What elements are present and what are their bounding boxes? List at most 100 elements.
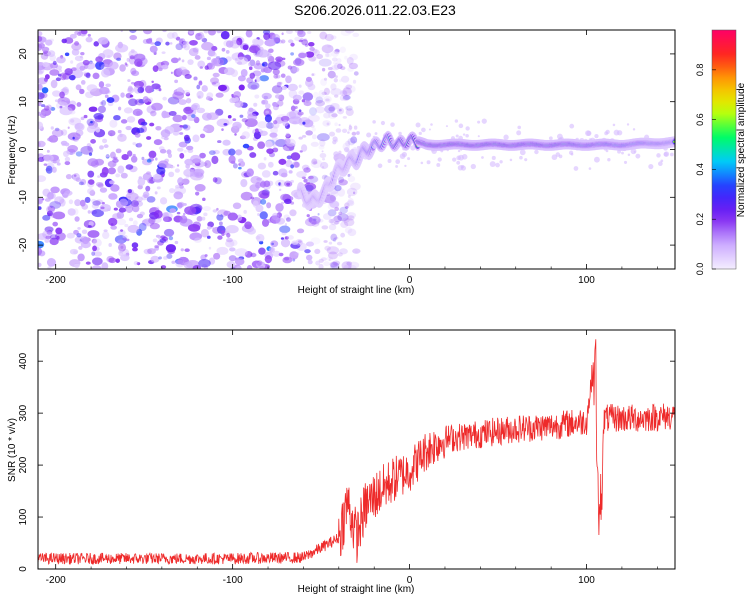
spectrogram-noise-cell <box>352 248 361 254</box>
snr-y-tick-label: 300 <box>18 404 29 421</box>
spectrogram-noise-cell <box>107 160 117 168</box>
spectrogram-noise-cell <box>298 84 302 88</box>
spectrogram-noise-cell <box>47 191 54 200</box>
spectrogram-noise-cell <box>240 178 248 188</box>
spectrogram-noise-cell <box>305 51 315 58</box>
spectrogram-noise-cell <box>312 73 316 77</box>
spectrogram-noise-cell <box>328 251 339 260</box>
spectrogram-noise-cell <box>225 50 230 54</box>
colorbar: 0.0 0.2 0.4 0.6 0.8 Normalized spectral ampl… <box>695 29 747 275</box>
spectrogram-noise-cell <box>147 248 156 255</box>
spectrogram-noise-cell <box>86 125 97 133</box>
spectrogram-noise-cell <box>83 71 87 75</box>
spectrogram-noise-cell <box>337 252 343 257</box>
spectrogram-noise-cell <box>344 226 353 234</box>
spectrogram-noise-cell <box>86 143 92 148</box>
spectrogram-noise-cell <box>404 164 407 168</box>
spectrogram-noise-cell <box>316 222 320 225</box>
spectrogram-noise-cell <box>79 55 83 59</box>
spectrogram-noise-cell <box>290 164 294 169</box>
spectrogram-noise-cell <box>329 200 340 208</box>
spectrogram-noise-cell <box>458 154 464 161</box>
spectrogram-noise-cell <box>269 215 281 224</box>
snr-x-ticks: -200 -100 0 100 <box>46 330 658 586</box>
spectrogram-noise-cell <box>95 199 104 205</box>
spectrogram-noise-cell <box>85 36 93 43</box>
spectrogram-noise-cell <box>188 47 199 57</box>
spectrogram-noise-cell <box>524 158 528 162</box>
spectrogram-noise-cell <box>604 131 609 136</box>
spectrogram-noise-cell <box>61 38 67 44</box>
spectrogram-noise-cell <box>338 179 348 186</box>
spectrogram-noise-cell <box>93 41 100 47</box>
spectrogram-noise-cell <box>551 154 558 161</box>
spectrogram-noise-cell <box>221 230 226 234</box>
spectrogram-noise-cell <box>99 101 104 105</box>
spectrogram-noise-cell <box>56 235 60 240</box>
spectrogram-noise-cell <box>428 128 431 131</box>
spectrogram-noise-cell <box>183 212 186 216</box>
spectrogram-noise-cell <box>249 72 256 79</box>
spectrogram-noise-cell <box>136 127 145 134</box>
spectrogram-noise-cell <box>274 37 281 44</box>
spectrogram-noise-cell <box>326 246 340 255</box>
spectrogram-noise-cell <box>327 45 332 48</box>
spectrogram-noise-cell <box>154 246 160 251</box>
spectrogram-noise-cell <box>237 158 244 164</box>
spectrogram-noise-cell <box>175 259 185 268</box>
spectrogram-noise-cell <box>108 217 118 227</box>
spectrogram-noise-cell <box>72 136 75 140</box>
spectrogram-noise-cell <box>347 175 356 183</box>
spectrogram-noise-cell <box>38 31 43 37</box>
spectrogram-noise-cell <box>312 218 317 222</box>
spectrogram-noise-cell <box>38 206 42 210</box>
spectrogram-noise-cell <box>193 76 198 81</box>
spectrogram-noise-cell <box>334 48 340 53</box>
spectrogram-noise-cell <box>212 226 222 234</box>
spectrogram-noise-cell <box>262 65 269 73</box>
spectrogram-noise-cell <box>67 208 76 216</box>
spectrogram-noise-cell <box>178 99 187 105</box>
spectrogram-noise-cell <box>162 30 167 33</box>
spectrogram-noise-cell <box>292 94 302 101</box>
spectrogram-noise-cell <box>305 99 309 104</box>
spectrogram-noise-cell <box>347 228 357 237</box>
spectrogram-noise-cell <box>306 214 310 218</box>
spectrogram-noise-cell <box>244 118 258 128</box>
spectrogram-noise-cell <box>131 70 140 77</box>
spectrogram-noise-cell <box>455 134 459 138</box>
spectrogram-noise-cell <box>87 230 100 238</box>
spectrogram-noise-cell <box>271 212 280 221</box>
spectrogram-noise-cell <box>95 61 105 70</box>
spectrogram-noise-cell <box>46 149 50 153</box>
spectrogram-noise-cell <box>284 236 289 240</box>
spectrogram-noise-cell <box>49 234 58 240</box>
spectrogram-noise-cell <box>45 39 53 46</box>
colorbar-tick-label: 0.4 <box>695 163 705 176</box>
spectrogram-noise-cell <box>45 235 52 240</box>
spectrogram-noise-cell <box>288 146 295 151</box>
spectrogram-noise-cell <box>283 214 290 220</box>
spectrogram-noise-cell <box>309 107 317 116</box>
spectrogram-noise-cell <box>105 154 110 158</box>
spectrogram-noise-cell <box>420 161 424 165</box>
spectrogram-noise-cell <box>38 66 45 75</box>
spectrogram-noise-cell <box>280 238 291 248</box>
spectrogram-noise-cell <box>248 66 253 71</box>
spectrogram-noise-cell <box>165 244 177 253</box>
spectrogram-noise-cell <box>41 87 49 94</box>
spectrogram-noise-cell <box>345 84 353 90</box>
spectrogram-noise-cell <box>343 264 352 269</box>
spectrogram-noise-cell <box>179 152 185 159</box>
spectrogram-noise-cell <box>310 159 323 169</box>
spectrogram-noise-cell <box>302 121 306 125</box>
spectrogram-noise-cell <box>132 220 138 226</box>
spectrogram-noise-cell <box>235 56 248 65</box>
spectrogram-noise-cell <box>347 197 354 205</box>
spectrogram-noise-cell <box>179 185 184 189</box>
spectrogram-noise-cell <box>268 48 274 54</box>
spectrogram-noise-cell <box>44 226 54 233</box>
spectrogram-noise-cell <box>159 197 168 205</box>
spectrogram-noise-cell <box>339 90 347 97</box>
spectrogram-noise-cell <box>143 248 152 255</box>
